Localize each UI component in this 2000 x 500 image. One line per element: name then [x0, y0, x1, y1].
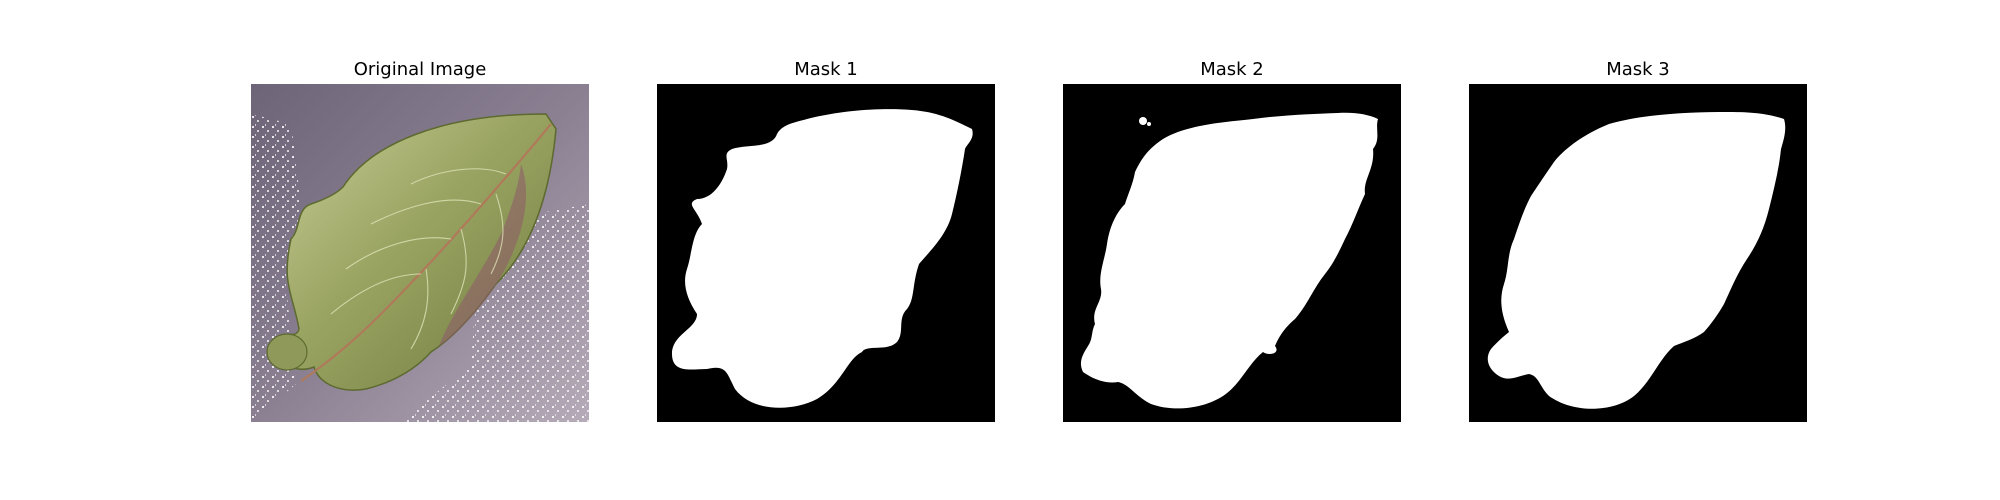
panel-mask-2: Mask 2 [1063, 0, 1401, 500]
panel-title: Mask 3 [1606, 59, 1670, 80]
leaf-photo [251, 84, 589, 422]
mask-1-image [657, 84, 995, 422]
panel-mask-1: Mask 1 [657, 0, 995, 500]
panel-title: Mask 2 [1200, 59, 1264, 80]
panel-title: Original Image [353, 59, 487, 80]
panel-original-image: Original Image [251, 0, 589, 500]
panel-title: Mask 1 [794, 59, 858, 80]
mask-3-image [1469, 84, 1807, 422]
panel-mask-3: Mask 3 [1469, 0, 1807, 500]
mask-2-image [1063, 84, 1401, 422]
